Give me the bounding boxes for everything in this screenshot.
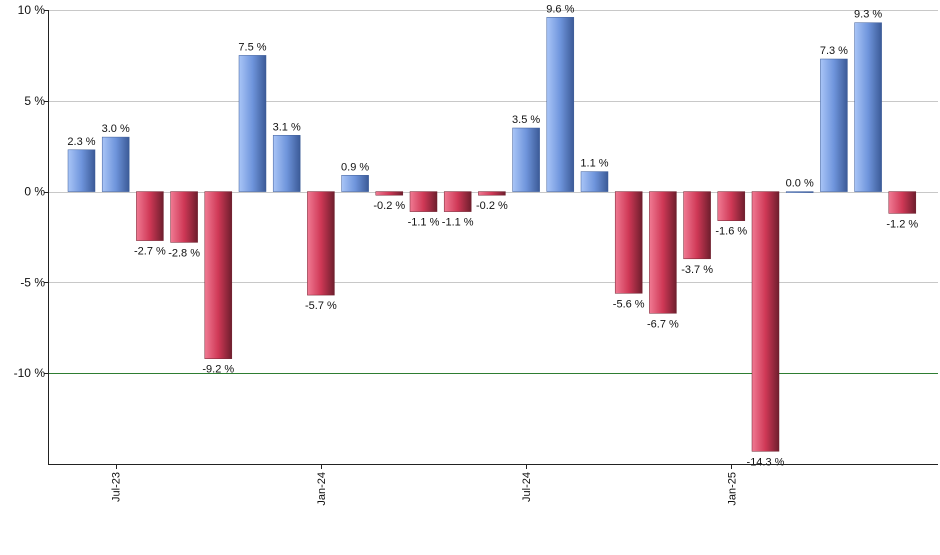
x-tick-label: Jan-24 (316, 472, 328, 506)
data-label: 3.0 % (102, 123, 130, 135)
y-tick-label: -5 % (20, 275, 45, 289)
x-axis-ticks: Jul-23 Jan-24 Jul-24 Jan-25 (111, 464, 738, 506)
bar (854, 22, 882, 192)
data-label: -6.7 % (647, 318, 679, 330)
data-label: 1.1 % (580, 158, 608, 170)
data-label: -1.1 % (442, 217, 474, 229)
bar (101, 136, 130, 192)
bar (717, 191, 746, 221)
bar (478, 191, 506, 196)
bars (67, 17, 917, 452)
data-label: -5.7 % (305, 300, 337, 312)
bar (204, 191, 233, 359)
data-labels: 2.3 % 3.0 % -2.7 % -2.8 % -9.2 % 7.5 % 3.1 % -5… (67, 3, 918, 468)
bar (614, 191, 643, 294)
data-label: 3.1 % (273, 121, 301, 133)
x-tick-label: Jul-23 (111, 472, 123, 502)
data-label: 0.9 % (341, 161, 369, 173)
y-tick-label: 0 % (24, 185, 45, 199)
bar (272, 135, 301, 192)
bar (67, 149, 96, 192)
bar (751, 191, 780, 452)
data-label: -14.3 % (747, 456, 785, 468)
bar (888, 191, 917, 214)
y-axis-ticks: 10 % 5 % 0 % -5 % -10 % (14, 3, 48, 380)
bar (649, 191, 677, 314)
bar (136, 191, 164, 241)
data-label: -9.2 % (202, 364, 234, 376)
data-label: -2.8 % (168, 247, 200, 259)
data-label: -5.6 % (613, 298, 645, 310)
data-label: 9.3 % (854, 9, 882, 21)
y-tick-label: 10 % (18, 3, 46, 17)
data-label: 0.0 % (786, 178, 814, 190)
bar (307, 191, 335, 296)
bar (238, 55, 267, 192)
bar (683, 191, 711, 260)
data-label: -1.1 % (408, 217, 440, 229)
bar (170, 191, 198, 243)
data-label: -0.2 % (476, 200, 508, 212)
data-label: 2.3 % (67, 136, 95, 148)
bar (375, 191, 404, 196)
bar (580, 171, 609, 192)
data-label: 7.5 % (238, 41, 266, 53)
data-label: -1.2 % (886, 218, 918, 230)
axes (48, 10, 938, 465)
bar (546, 17, 575, 192)
data-label: -3.7 % (681, 264, 713, 276)
data-label: -0.2 % (373, 200, 405, 212)
bar (443, 191, 472, 212)
bar (785, 191, 814, 193)
bar (341, 175, 369, 192)
bar (820, 58, 848, 192)
data-label: 3.5 % (512, 114, 540, 126)
data-label: -1.6 % (715, 226, 747, 238)
data-label: 9.6 % (546, 3, 574, 15)
x-tick-label: Jan-25 (726, 472, 738, 506)
y-tick-label: 5 % (24, 94, 45, 108)
data-label: 7.3 % (820, 45, 848, 57)
x-tick-label: Jul-24 (521, 472, 533, 502)
y-tick-label: -10 % (14, 366, 46, 380)
data-label: -2.7 % (134, 246, 166, 258)
bar (512, 127, 540, 192)
bar (409, 191, 438, 212)
